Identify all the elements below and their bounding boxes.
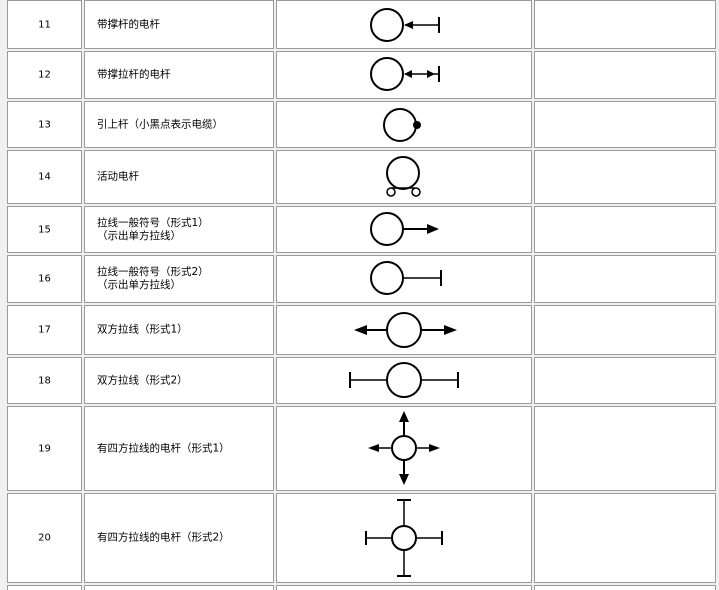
row-number: 13	[38, 119, 51, 130]
symbol-cell	[276, 101, 532, 148]
row-number: 20	[38, 532, 51, 544]
note-cell	[534, 0, 716, 49]
number-cell: 11	[7, 0, 82, 49]
number-cell: 20	[7, 493, 82, 583]
note-cell	[534, 493, 716, 583]
note-cell	[534, 51, 716, 99]
four-way-guy-form1-icon	[368, 411, 440, 485]
name-cell: 活动电杆	[84, 150, 274, 204]
table-row-19: 19 有四方拉线的电杆（形式1）	[0, 406, 719, 491]
number-cell: 14	[7, 150, 82, 204]
number-cell: 18	[7, 357, 82, 404]
table-row-partial	[0, 585, 719, 590]
row-name: 有四方拉线的电杆（形式2）	[97, 531, 230, 544]
symbol-cell	[276, 357, 532, 404]
note-cell	[534, 150, 716, 204]
note-cell	[534, 357, 716, 404]
pole-with-strut-icon	[370, 8, 440, 42]
table-row-14: 14 活动电杆	[0, 150, 719, 204]
table-row-18: 18 双方拉线（形式2）	[0, 357, 719, 404]
row-name: 双方拉线（形式1）	[97, 323, 188, 336]
name-cell: 带撑杆的电杆	[84, 0, 274, 49]
name-cell: 有四方拉线的电杆（形式1）	[84, 406, 274, 491]
row-name: 带撑杆的电杆	[97, 18, 160, 30]
row-name-note: （示出单方拉线）	[97, 279, 181, 291]
note-cell	[534, 101, 716, 148]
symbol-cell	[276, 305, 532, 355]
symbol-cell	[276, 206, 532, 253]
two-way-guy-form2-icon	[349, 362, 459, 398]
row-name: 带撑拉杆的电杆	[97, 68, 171, 81]
table-row-17: 17 双方拉线（形式1）	[0, 305, 719, 355]
symbol-cell	[276, 0, 532, 49]
symbol-cell	[276, 493, 532, 583]
symbol-cell	[276, 150, 532, 204]
symbol-cell	[276, 51, 532, 99]
number-cell: 13	[7, 101, 82, 148]
note-cell	[534, 206, 716, 253]
two-way-guy-form1-icon	[354, 312, 457, 348]
row-name: 双方拉线（形式2）	[97, 374, 188, 386]
row-name: 活动电杆	[97, 170, 139, 183]
table-row-11: 11 带撑杆的电杆	[0, 0, 719, 49]
guy-wire-form1-icon	[370, 212, 439, 246]
row-number: 15	[38, 224, 51, 235]
four-way-guy-form2-icon	[365, 499, 443, 577]
row-name: 拉线一般符号（形式1）	[97, 216, 209, 229]
guy-wire-form2-icon	[370, 261, 442, 295]
name-cell: 引上杆（小黑点表示电缆）	[84, 101, 274, 148]
number-cell: 17	[7, 305, 82, 355]
pole-with-strut-tie-icon	[370, 57, 440, 91]
name-cell: 有四方拉线的电杆（形式2）	[84, 493, 274, 583]
row-name: 有四方拉线的电杆（形式1）	[97, 442, 230, 454]
number-cell: 15	[7, 206, 82, 253]
name-cell: 拉线一般符号（形式2） （示出单方拉线）	[84, 255, 274, 303]
row-name: 拉线一般符号（形式2）	[97, 266, 209, 278]
table-row-16: 16 拉线一般符号（形式2） （示出单方拉线）	[0, 255, 719, 303]
name-cell: 双方拉线（形式2）	[84, 357, 274, 404]
note-cell	[534, 305, 716, 355]
row-number: 11	[38, 19, 51, 30]
note-cell	[534, 255, 716, 303]
row-number: 16	[38, 273, 51, 285]
table-row-15: 15 拉线一般符号（形式1） （示出单方拉线）	[0, 206, 719, 253]
table-row-20: 20 有四方拉线的电杆（形式2）	[0, 493, 719, 583]
row-number: 18	[38, 375, 51, 386]
number-cell: 12	[7, 51, 82, 99]
table-row-13: 13 引上杆（小黑点表示电缆）	[0, 101, 719, 148]
row-name: 引上杆（小黑点表示电缆）	[97, 118, 223, 130]
number-cell: 16	[7, 255, 82, 303]
movable-pole-icon	[386, 156, 421, 197]
symbol-cell	[276, 406, 532, 491]
row-number: 14	[38, 171, 51, 183]
number-cell: 19	[7, 406, 82, 491]
name-cell: 双方拉线（形式1）	[84, 305, 274, 355]
row-name-note: （示出单方拉线）	[97, 229, 181, 242]
table-row-12: 12 带撑拉杆的电杆	[0, 51, 719, 99]
symbol-cell	[276, 255, 532, 303]
name-cell: 拉线一般符号（形式1） （示出单方拉线）	[84, 206, 274, 253]
row-number: 12	[38, 69, 51, 81]
row-number: 17	[38, 324, 51, 336]
row-number: 19	[38, 443, 51, 454]
riser-pole-icon	[383, 108, 421, 142]
note-cell	[534, 406, 716, 491]
name-cell: 带撑拉杆的电杆	[84, 51, 274, 99]
